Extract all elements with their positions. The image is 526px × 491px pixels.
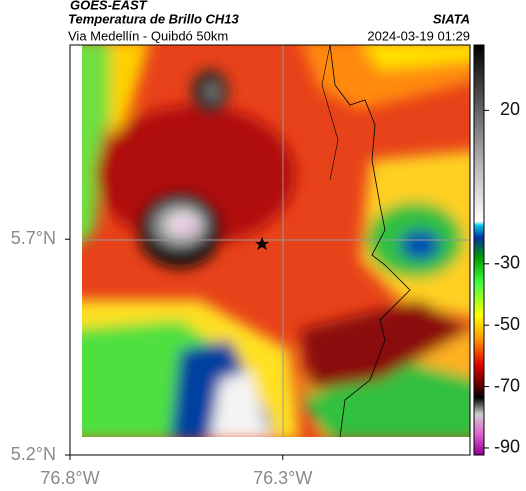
colorbar-tick-label: -50 xyxy=(494,314,520,334)
lat-tick-label: 5.2°N xyxy=(11,444,56,464)
colorbar-tick-label: 20 xyxy=(500,99,520,119)
lat-tick-label: 5.7°N xyxy=(11,228,56,248)
ticks: 5.7°N 5.2°N 76.8°W 76.3°W 20 -30 -50 -70 -90 xyxy=(11,99,520,488)
subtitle: Via Medellín - Quibdó 50km xyxy=(68,28,228,43)
colorbar-tick-label: -90 xyxy=(494,437,520,457)
source: GOES-EAST xyxy=(70,0,148,12)
timestamp: 2024-03-19 01:29 xyxy=(367,28,470,43)
colorbar-tick-label: -70 xyxy=(494,375,520,395)
lon-tick-label: 76.3°W xyxy=(253,468,312,488)
title: Temperatura de Brillo CH13 xyxy=(68,11,240,26)
lon-tick-label: 76.8°W xyxy=(40,468,99,488)
agency: SIATA xyxy=(433,11,470,26)
imagery xyxy=(82,45,470,437)
colorbar-tick-label: -30 xyxy=(494,253,520,273)
colorbar xyxy=(473,44,485,456)
